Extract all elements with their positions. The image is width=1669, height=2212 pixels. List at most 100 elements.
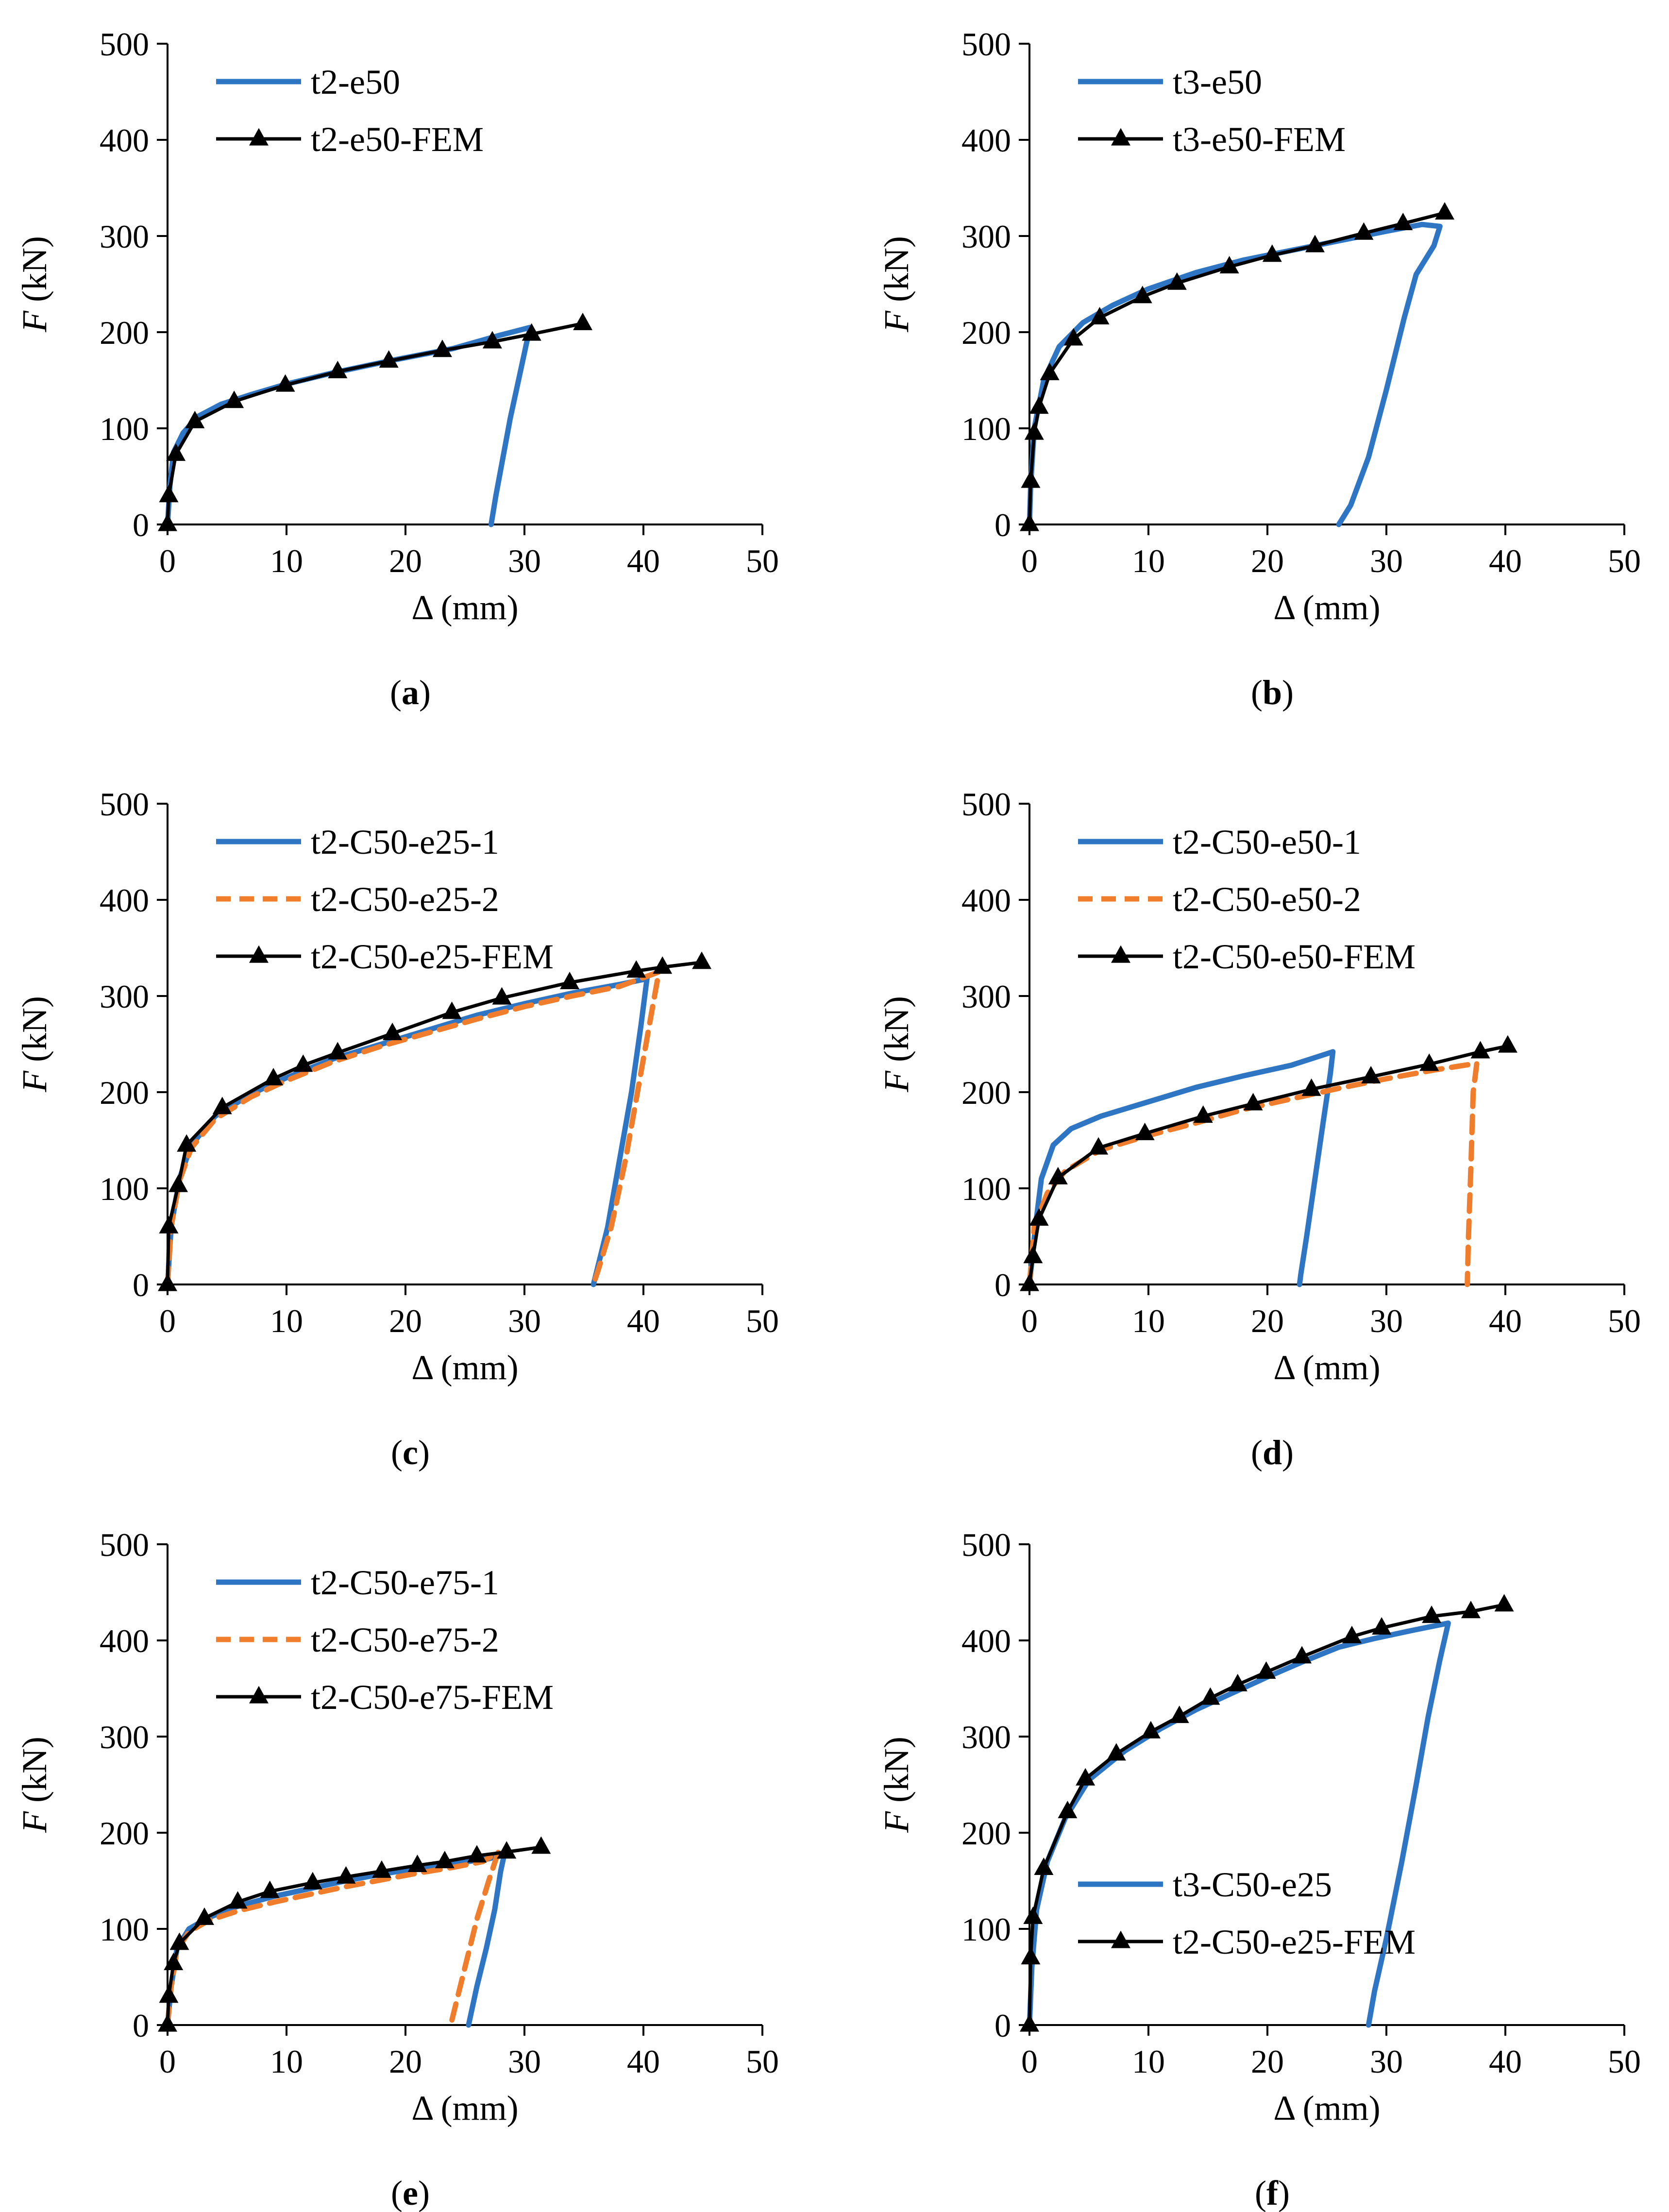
series-t2-C50-e25-1 bbox=[165, 976, 650, 1287]
data-point-marker bbox=[159, 1216, 179, 1233]
data-point-marker bbox=[1200, 1687, 1220, 1705]
y-tick-label: 100 bbox=[100, 410, 149, 447]
y-tick-label: 500 bbox=[961, 786, 1011, 823]
x-tick-label: 0 bbox=[159, 2043, 176, 2080]
data-point-marker bbox=[166, 443, 186, 461]
y-tick-label: 300 bbox=[100, 218, 149, 255]
data-point-marker bbox=[158, 2014, 177, 2032]
x-tick-label: 50 bbox=[1608, 1302, 1641, 1339]
data-point-marker bbox=[560, 971, 580, 989]
panel-caption: (e) bbox=[391, 2174, 430, 2212]
series-t2-e50-FEM bbox=[158, 312, 593, 531]
series-t2-C50-e25-FEM bbox=[158, 951, 712, 1291]
x-tick-label: 10 bbox=[270, 542, 303, 579]
data-point-marker bbox=[1262, 244, 1282, 262]
data-point-marker bbox=[1063, 328, 1083, 346]
panel-caption: (f) bbox=[1255, 2174, 1290, 2212]
series-t3-e50-FEM bbox=[1020, 202, 1455, 531]
data-point-marker bbox=[1029, 1208, 1049, 1226]
data-point-marker bbox=[1494, 1594, 1514, 1612]
y-tick-label: 300 bbox=[100, 978, 149, 1015]
y-tick-label: 300 bbox=[961, 218, 1011, 255]
data-point-marker bbox=[1024, 422, 1044, 440]
legend-label: t2-C50-e25-2 bbox=[311, 880, 499, 919]
caption-open: ( bbox=[390, 673, 402, 712]
y-axis-label-unit: (kN) bbox=[877, 236, 916, 311]
caption-close: ) bbox=[419, 673, 431, 712]
x-tick-label: 50 bbox=[1608, 542, 1641, 579]
y-tick-label: 300 bbox=[961, 978, 1011, 1015]
caption-open: ( bbox=[391, 1433, 403, 1472]
legend-label: t2-C50-e50-1 bbox=[1173, 823, 1361, 861]
y-axis-label-unit: (kN) bbox=[15, 1737, 54, 1811]
data-point-marker bbox=[1169, 1705, 1189, 1723]
y-tick-label: 500 bbox=[961, 1526, 1011, 1563]
data-point-marker bbox=[1498, 1035, 1517, 1053]
y-axis-label-unit: (kN) bbox=[877, 996, 916, 1071]
x-tick-label: 40 bbox=[627, 542, 660, 579]
y-axis-label: F (kN) bbox=[877, 236, 916, 333]
y-tick-label: 400 bbox=[961, 882, 1011, 919]
panel-a: 0 100 200 300 400 500 0 10 20 30 40 50 Δ (mm) F (kN) t… bbox=[15, 26, 779, 712]
caption-close: ) bbox=[1278, 2174, 1290, 2212]
data-point-marker bbox=[158, 513, 177, 531]
data-point-marker bbox=[164, 1952, 184, 1970]
y-tick-label: 0 bbox=[133, 507, 149, 543]
y-tick-label: 100 bbox=[961, 1911, 1011, 1948]
caption-letter: e bbox=[403, 2174, 418, 2212]
x-tick-label: 10 bbox=[270, 1302, 303, 1339]
data-point-marker bbox=[336, 1866, 356, 1884]
data-point-marker bbox=[1020, 513, 1039, 531]
y-axis-label-symbol: F bbox=[15, 310, 54, 333]
y-tick-label: 0 bbox=[995, 2007, 1011, 2044]
series-line bbox=[1028, 1603, 1506, 2027]
data-point-marker bbox=[328, 1042, 348, 1060]
y-tick-label: 100 bbox=[100, 1170, 149, 1207]
data-point-marker bbox=[1470, 1041, 1490, 1059]
caption-open: ( bbox=[1255, 2174, 1266, 2212]
data-point-marker bbox=[492, 987, 512, 1005]
series-line bbox=[165, 976, 650, 1287]
y-tick-label: 300 bbox=[961, 1719, 1011, 1756]
data-point-marker bbox=[293, 1054, 313, 1072]
y-axis-label: F (kN) bbox=[15, 1737, 54, 1833]
x-tick-label: 40 bbox=[627, 1302, 660, 1339]
series-t2-C50-e50-FEM bbox=[1020, 1035, 1517, 1291]
x-tick-label: 30 bbox=[1370, 2043, 1403, 2080]
y-axis-label-symbol: F bbox=[877, 1070, 916, 1093]
legend: t3-e50 t3-e50-FEM bbox=[1078, 63, 1346, 159]
y-axis-label: F (kN) bbox=[877, 996, 916, 1093]
x-tick-label: 40 bbox=[627, 2043, 660, 2080]
data-point-marker bbox=[573, 312, 593, 330]
data-point-marker bbox=[435, 1851, 455, 1869]
y-tick-label: 200 bbox=[961, 314, 1011, 351]
legend: t2-C50-e50-1 t2-C50-e50-2 t2-C50-e50-FEM bbox=[1078, 823, 1416, 976]
data-point-marker bbox=[379, 350, 399, 368]
data-point-marker bbox=[467, 1845, 487, 1863]
data-point-marker bbox=[1354, 222, 1374, 240]
legend: t2-e50 t2-e50-FEM bbox=[216, 63, 484, 159]
data-point-marker bbox=[1023, 1906, 1043, 1924]
y-axis-label: F (kN) bbox=[877, 1737, 916, 1833]
data-point-marker bbox=[1301, 1078, 1321, 1096]
legend-label: t2-C50-e50-FEM bbox=[1173, 937, 1416, 976]
caption-open: ( bbox=[1251, 673, 1263, 712]
x-tick-label: 20 bbox=[1251, 542, 1284, 579]
data-point-marker bbox=[1193, 1105, 1213, 1123]
x-tick-label: 20 bbox=[389, 542, 422, 579]
data-point-marker bbox=[303, 1872, 322, 1890]
x-tick-label: 40 bbox=[1489, 1302, 1522, 1339]
x-tick-label: 30 bbox=[508, 542, 541, 579]
panel-c: 0 100 200 300 400 500 0 10 20 30 40 50 Δ (mm) F (kN) t… bbox=[15, 786, 779, 1472]
y-tick-label: 300 bbox=[100, 1719, 149, 1756]
data-point-marker bbox=[407, 1855, 427, 1872]
caption-letter: b bbox=[1263, 673, 1282, 712]
x-tick-label: 30 bbox=[508, 2043, 541, 2080]
x-tick-label: 30 bbox=[508, 1302, 541, 1339]
x-tick-label: 30 bbox=[1370, 542, 1403, 579]
caption-open: ( bbox=[391, 2174, 403, 2212]
caption-close: ) bbox=[418, 1433, 430, 1472]
panel-f: 0 100 200 300 400 500 0 10 20 30 40 50 Δ (mm) F (kN) t… bbox=[877, 1526, 1641, 2212]
y-axis-label: F (kN) bbox=[15, 996, 54, 1093]
